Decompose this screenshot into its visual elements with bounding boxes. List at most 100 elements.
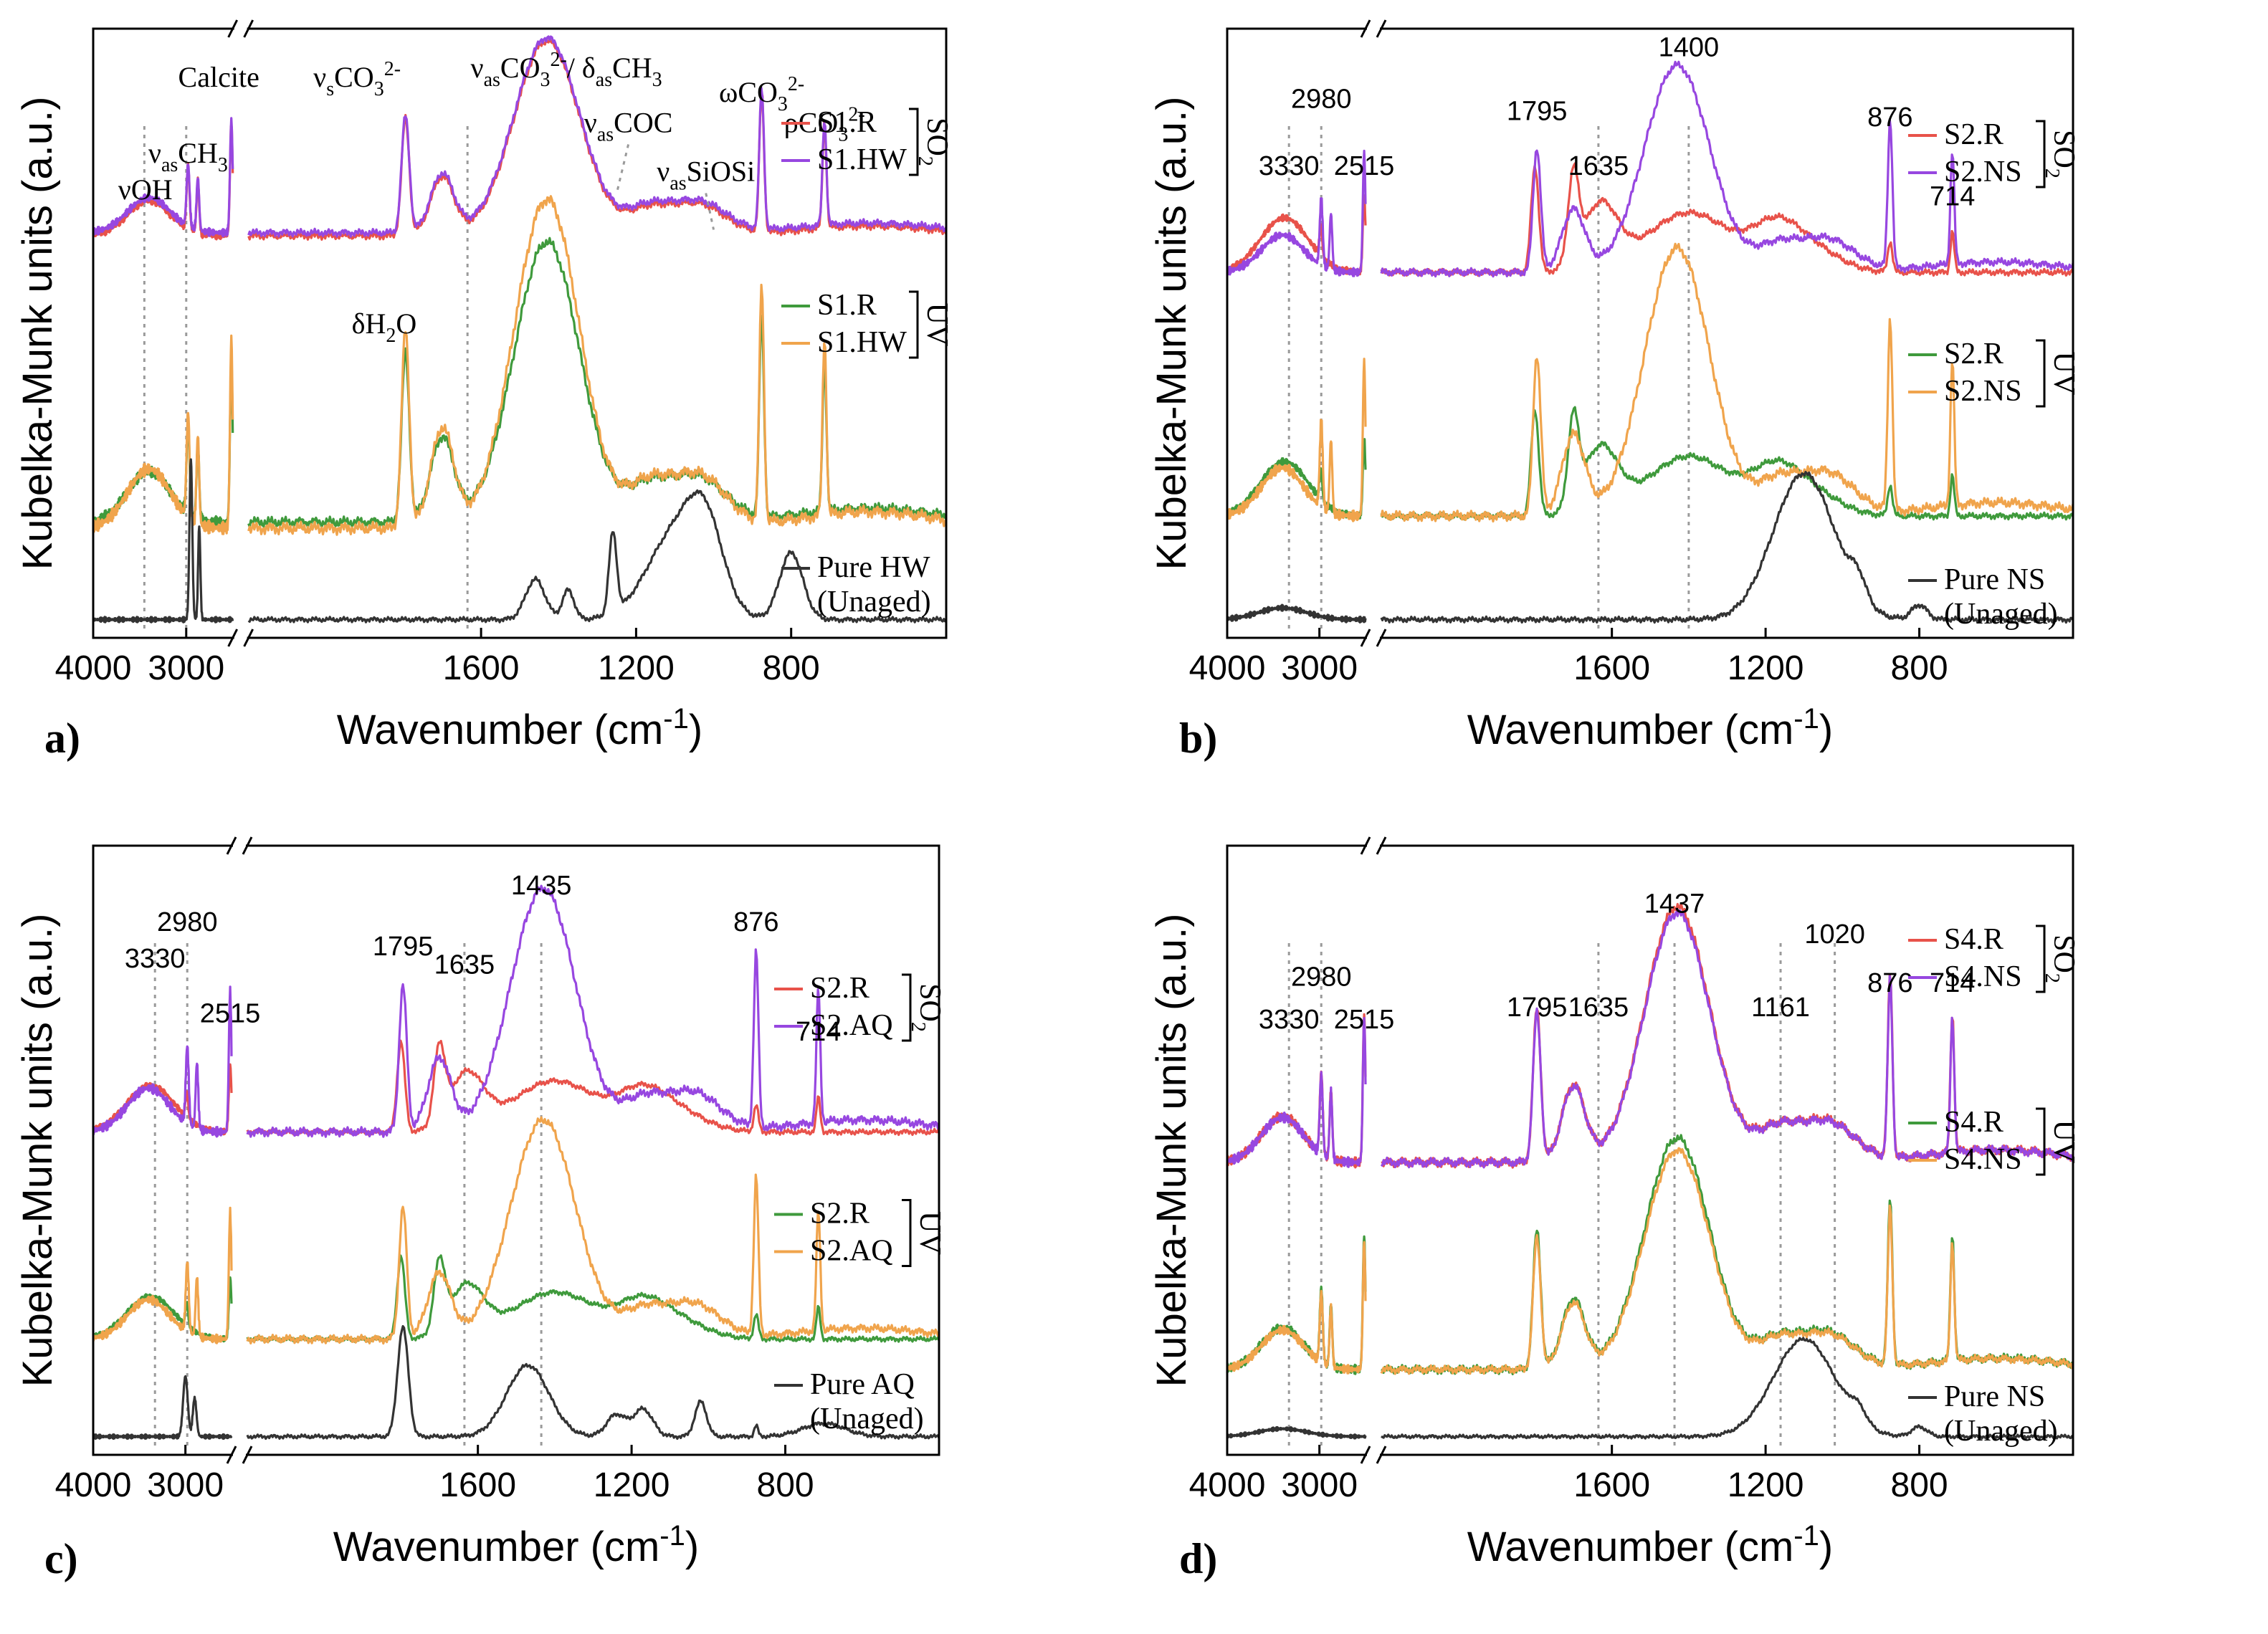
axis-break-mark (242, 836, 253, 855)
legend-group-label: SO2 (914, 118, 953, 166)
x-axis-title: Wavenumber (cm-1) (337, 703, 702, 753)
legend-bracket (2036, 339, 2046, 408)
annotation-label: νasCOC (584, 107, 673, 146)
legend-label: S1.HW (817, 326, 907, 359)
legend-label: Pure NS (1944, 563, 2045, 596)
legend-bracket (2036, 120, 2046, 188)
series-s1-hw (92, 195, 948, 536)
legend-label: S1.R (817, 106, 877, 139)
legend-sublabel: (Unaged) (1944, 598, 2058, 631)
legend-group-label: SO2 (2041, 935, 2080, 983)
legend-label: S2.R (810, 1198, 869, 1231)
series-s2-ns (1226, 60, 2074, 278)
x-tick-label: 1600 (439, 1466, 516, 1504)
annotation-label: Calcite (178, 61, 259, 93)
y-axis-title: Kubelka-Munk units (a.u.) (14, 914, 61, 1387)
legend-label: S2.AQ (810, 1235, 893, 1268)
y-axis-title: Kubelka-Munk units (a.u.) (1148, 914, 1195, 1387)
legend-group-label: UV (2047, 352, 2080, 396)
y-axis-title: Kubelka-Munk units (a.u.) (1148, 97, 1195, 570)
axis-break-mark (1360, 19, 1371, 38)
series-pure-aq (92, 1324, 940, 1440)
series-s2-aq (92, 884, 940, 1138)
legend-group: S2.R S2.NS SO2 (1908, 118, 2080, 188)
x-tick-label: 800 (763, 649, 820, 687)
panel-a: 4000 3000 1600 1200 800 Wavenumber (cm-1) Kube… (14, 19, 953, 762)
axis-break-mask (234, 634, 247, 642)
legend-label: Pure HW (817, 551, 930, 584)
axis-break-mask (1367, 24, 1380, 33)
leader-line (615, 144, 630, 194)
legend-label: S2.AQ (810, 1009, 893, 1042)
axis-break-mark (242, 1446, 253, 1464)
legend-label: S4.R (1944, 923, 2003, 956)
panel-b: 4000 3000 1600 1200 800 Wavenumber (cm-1) Kube… (1148, 19, 2080, 762)
legend-bracket (909, 290, 919, 359)
series-s2-aq (92, 1116, 940, 1345)
x-axis-title: Wavenumber (cm-1) (1467, 703, 1833, 753)
peak-label: 714 (796, 1017, 841, 1047)
leader-line (705, 193, 715, 230)
axis-break-mark (226, 1446, 237, 1464)
series-s2-ns (1226, 242, 2074, 523)
peak-label: 2515 (1334, 151, 1395, 181)
peak-label: 1635 (1568, 993, 1629, 1023)
peak-label: 2980 (1291, 85, 1352, 115)
x-tick-label: 1200 (1728, 649, 1804, 687)
peak-label: 3330 (125, 944, 186, 974)
x-tick-label: 3000 (148, 649, 224, 687)
legend-sublabel: (Unaged) (1944, 1415, 2058, 1448)
x-tick-label: 3000 (1281, 1466, 1358, 1504)
legend-label: Pure AQ (810, 1368, 915, 1401)
legend-group: Pure NS(Unaged) (1908, 563, 2058, 631)
series-s1-hw (92, 35, 948, 238)
x-tick-label: 1200 (1728, 1466, 1804, 1504)
panel-label: b) (1179, 715, 1217, 762)
x-tick-label: 1600 (443, 649, 520, 687)
peak-label: 876 (1867, 968, 1912, 998)
legend-label: S2.NS (1944, 156, 2022, 188)
x-axis-title: Wavenumber (cm-1) (1467, 1520, 1833, 1570)
x-tick-label: 800 (757, 1466, 814, 1504)
annotation-label: νasCO32-/ δasCH3 (470, 49, 662, 91)
axis-break-mark (1376, 629, 1387, 647)
axis-break-mark (227, 629, 239, 647)
panel-d: 4000 3000 1600 1200 800 Wavenumber (cm-1) Kube… (1148, 836, 2080, 1582)
panel-label: d) (1179, 1535, 1217, 1582)
x-tick-label: 1200 (594, 1466, 670, 1504)
legend-group-label: SO2 (2041, 130, 2080, 178)
axis-break-mark (1360, 629, 1371, 647)
x-tick-label: 3000 (147, 1466, 224, 1504)
series-pure-ns (1226, 1337, 2074, 1440)
peak-label: 1161 (1751, 993, 1810, 1023)
peak-label: 3330 (1259, 1005, 1320, 1035)
legend-bracket (2036, 924, 2046, 993)
legend-group-label: UV (920, 303, 953, 347)
panel-c: 4000 3000 1600 1200 800 Wavenumber (cm-1) Kube… (14, 836, 946, 1582)
legend-bracket (2036, 1107, 2046, 1176)
legend-label: S2.R (1944, 118, 2003, 151)
x-tick-label: 800 (1891, 1466, 1948, 1504)
peak-label: 1795 (373, 932, 434, 962)
y-axis-title: Kubelka-Munk units (a.u.) (14, 97, 61, 570)
legend-group: S4.R S4.NS UV (1908, 1106, 2080, 1176)
x-tick-label: 4000 (1189, 649, 1266, 687)
legend-group: S2.R S2.AQ SO2 (774, 972, 946, 1042)
peak-label: 1400 (1659, 32, 1720, 62)
axis-break-mark (1376, 19, 1387, 38)
legend-group-label: UV (2047, 1120, 2080, 1164)
series-pure-hw (92, 458, 947, 624)
peak-label: 2980 (157, 907, 218, 937)
annotation-label: δH2O (352, 307, 417, 347)
legend-group: S1.R S1.HW UV (781, 289, 953, 359)
legend-group: S4.R S4.NS SO2 (1908, 923, 2080, 993)
panel-label: a) (44, 715, 80, 762)
axis-break-mask (1367, 634, 1380, 642)
peak-label: 1437 (1644, 889, 1705, 919)
axis-break-mark (243, 19, 254, 38)
peak-label: 1635 (434, 950, 495, 980)
legend-sublabel: (Unaged) (817, 586, 931, 618)
legend-group: S2.R S2.AQ UV (774, 1198, 946, 1268)
